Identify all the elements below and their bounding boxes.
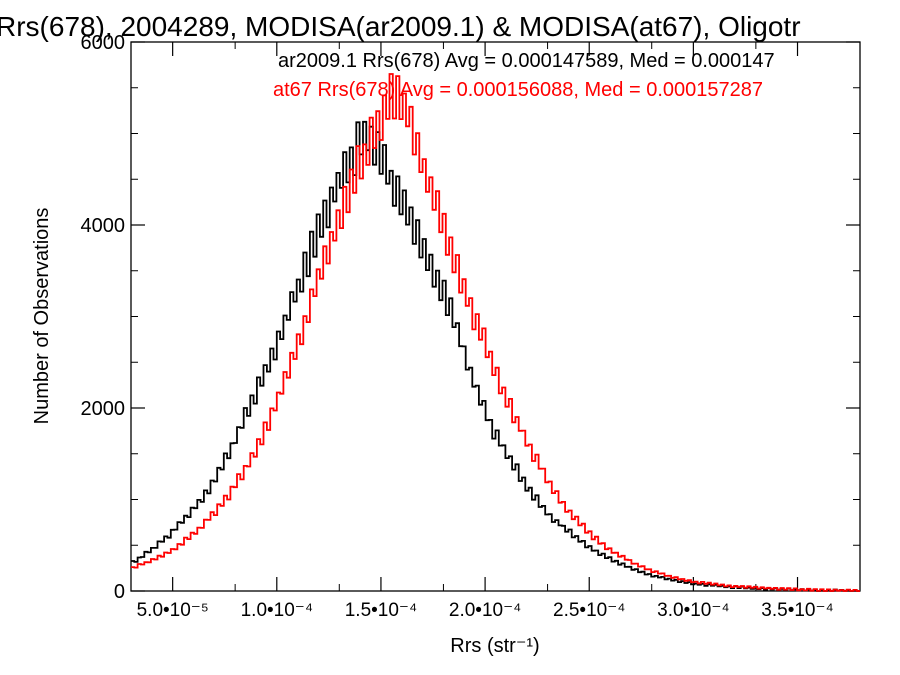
y-tick-label: 0 — [114, 581, 125, 603]
chart-title: Rrs(678), 2004289, MODISA(ar2009.1) & MO… — [0, 11, 801, 42]
legend-entry-ar2009: ar2009.1 Rrs(678) Avg = 0.000147589, Med… — [278, 50, 775, 72]
plot-frame — [130, 41, 861, 592]
x-axis: 5.0•10⁻⁵ 1.0•10⁻⁴ 1.5•10⁻⁴ 2.0•10⁻⁴ 2.5•10⁻⁴… — [130, 42, 861, 621]
y-tick-label: 6000 — [81, 32, 126, 54]
x-tick-label: 3.0•10⁻⁴ — [657, 600, 729, 621]
x-tick-label: 2.0•10⁻⁴ — [449, 600, 521, 621]
y-axis-title: Number of Observations — [31, 208, 53, 425]
x-axis-title: Rrs (str⁻¹) — [450, 635, 539, 657]
series-layer — [131, 73, 860, 592]
x-tick-label: 3.5•10⁻⁴ — [761, 600, 833, 621]
y-axis: 0 2000 4000 6000 — [81, 32, 860, 603]
legend-entry-at67: at67 Rrs(678) Avg = 0.000156088, Med = 0… — [273, 79, 763, 101]
x-tick-label: 1.0•10⁻⁴ — [241, 600, 313, 621]
x-tick-label: 2.5•10⁻⁴ — [553, 600, 625, 621]
x-tick-label: 5.0•10⁻⁵ — [137, 600, 209, 621]
y-tick-label: 2000 — [81, 398, 126, 420]
x-tick-label: 1.5•10⁻⁴ — [345, 600, 417, 621]
series-line-ar2009-1 — [131, 120, 860, 592]
series-line-at67 — [131, 73, 860, 592]
y-tick-label: 4000 — [81, 215, 126, 237]
